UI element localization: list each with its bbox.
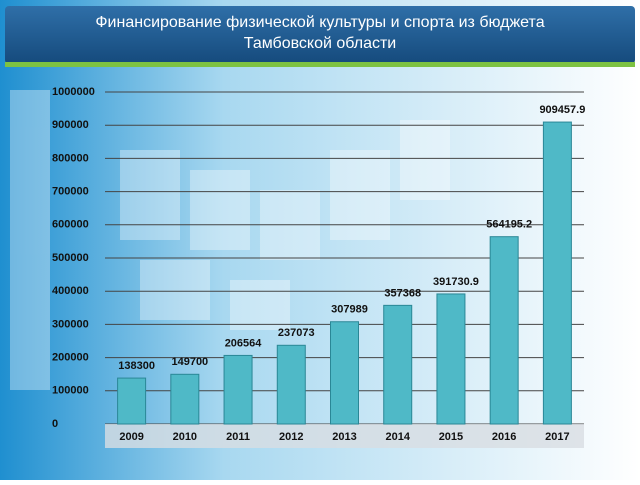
x-tick-label: 2011 (226, 431, 250, 443)
chart-title: Финансирование физической культуры и спо… (95, 14, 544, 31)
y-tick-label: 600000 (52, 219, 89, 231)
x-tick-label: 2016 (492, 431, 516, 443)
bar (489, 236, 519, 425)
y-tick-label: 700000 (52, 186, 89, 198)
x-tick-label: 2012 (279, 431, 303, 443)
x-tick-label: 2010 (173, 431, 197, 443)
bar (542, 121, 572, 425)
data-label: 138300 (118, 360, 155, 372)
y-tick-label: 400000 (52, 285, 89, 297)
bar (276, 344, 306, 425)
data-label: 237073 (278, 327, 315, 339)
x-tick-label: 2017 (545, 431, 569, 443)
chart-title: Тамбовской области (244, 35, 396, 52)
x-tick-label: 2015 (439, 431, 463, 443)
data-label: 206564 (225, 337, 263, 349)
header-stripe (5, 62, 635, 67)
data-label: 357368 (384, 287, 421, 299)
bar (170, 373, 200, 425)
data-label: 391730.9 (433, 276, 479, 288)
x-axis-strip (105, 424, 584, 448)
data-label: 149700 (171, 356, 208, 368)
bar (383, 304, 413, 425)
bar (330, 321, 359, 425)
header (5, 6, 635, 64)
y-tick-label: 500000 (52, 252, 89, 264)
y-tick-label: 1000000 (52, 86, 95, 98)
data-label: 909457.9 (539, 104, 585, 116)
data-label: 564195.2 (486, 219, 532, 231)
y-tick-label: 900000 (52, 119, 89, 131)
bar (223, 354, 253, 425)
bar (117, 377, 147, 425)
y-tick-label: 100000 (52, 385, 89, 397)
y-tick-label: 800000 (52, 152, 89, 164)
x-tick-label: 2009 (119, 431, 143, 443)
y-tick-label: 300000 (52, 318, 89, 330)
y-tick-label: 200000 (52, 352, 89, 364)
y-tick-label: 0 (52, 418, 58, 430)
x-tick-label: 2013 (332, 431, 356, 443)
x-tick-label: 2014 (385, 431, 410, 443)
bar (436, 293, 466, 425)
data-label: 307989 (331, 304, 368, 316)
